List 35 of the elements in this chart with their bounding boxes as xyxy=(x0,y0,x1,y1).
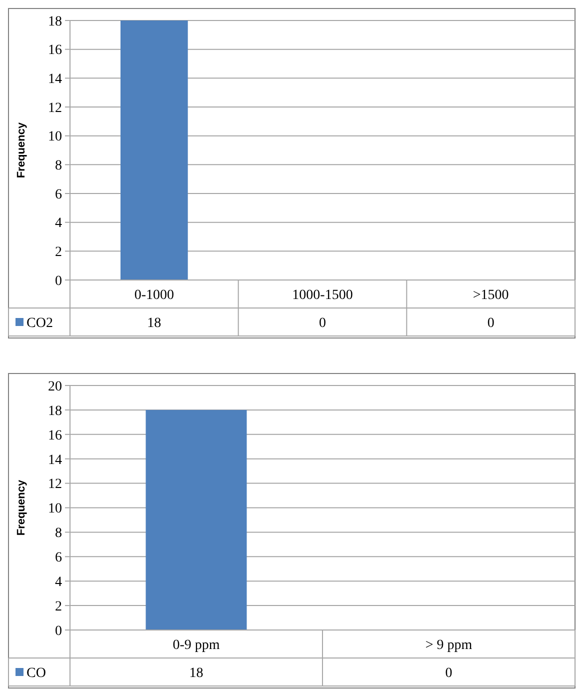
y-tick-label: 18 xyxy=(48,14,62,30)
y-tick-label: 16 xyxy=(48,428,62,444)
x-tick-label: 1000-1500 xyxy=(292,288,353,303)
y-tick-label: 8 xyxy=(55,158,62,174)
y-tick-label: 2 xyxy=(55,245,62,260)
x-tick-label: 0-1000 xyxy=(134,288,174,303)
data-label: 0 xyxy=(445,666,452,681)
y-tick-label: 14 xyxy=(48,72,62,88)
y-tick-label: 18 xyxy=(48,404,62,419)
data-label: 18 xyxy=(147,316,162,331)
legend-label: CO2 xyxy=(26,316,53,331)
y-tick-label: 10 xyxy=(48,130,62,145)
y-tick-label: 12 xyxy=(48,477,62,492)
y-tick-label: 0 xyxy=(55,274,62,289)
data-label: 0 xyxy=(487,316,494,331)
y-tick-label: 0 xyxy=(55,624,62,639)
y-axis-title: Frequency xyxy=(16,122,28,178)
y-tick-label: 6 xyxy=(55,550,62,566)
x-tick-label: >1500 xyxy=(472,288,509,303)
y-tick-label: 16 xyxy=(48,43,62,58)
y-tick-label: 4 xyxy=(55,216,62,232)
y-tick-label: 2 xyxy=(55,599,62,614)
y-tick-label: 6 xyxy=(55,187,62,202)
data-label: 18 xyxy=(189,666,204,681)
y-axis-title: Frequency xyxy=(16,479,28,536)
y-tick-label: 8 xyxy=(55,526,62,542)
y-tick-label: 14 xyxy=(48,452,62,468)
y-tick-label: 20 xyxy=(48,379,62,394)
legend-label: CO xyxy=(26,666,46,681)
data-label: 0 xyxy=(319,316,326,331)
y-tick-label: 4 xyxy=(55,575,62,590)
y-tick-label: 10 xyxy=(48,502,62,517)
x-tick-label: 0-9 ppm xyxy=(172,638,220,653)
x-tick-label: > 9 ppm xyxy=(425,638,472,653)
y-tick-label: 12 xyxy=(48,100,62,116)
